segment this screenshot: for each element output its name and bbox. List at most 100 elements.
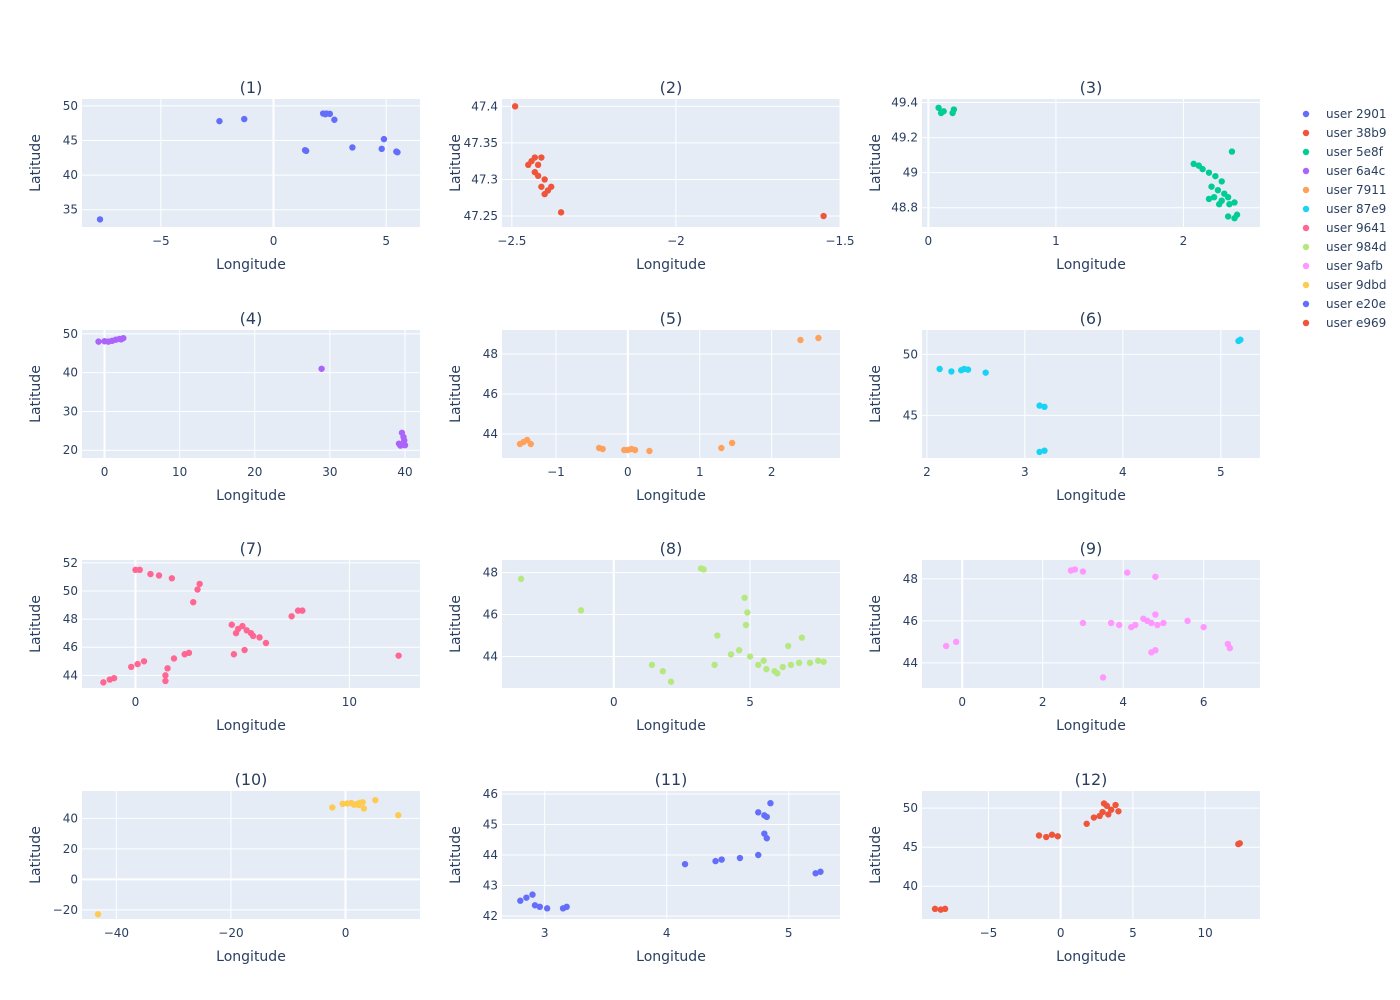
data-point	[797, 336, 804, 344]
data-point	[936, 365, 943, 373]
x-tick-label: 0	[624, 465, 632, 479]
data-point	[1226, 201, 1233, 208]
data-point	[964, 366, 972, 373]
data-point	[372, 796, 379, 804]
x-tick-label: 1	[696, 465, 704, 479]
data-point	[1215, 201, 1223, 208]
legend-marker	[1302, 243, 1310, 251]
data-point	[563, 903, 570, 911]
legend-item[interactable]: user 9dbd	[1302, 278, 1387, 292]
legend-item[interactable]: user 87e9	[1302, 202, 1386, 216]
data-point	[931, 905, 939, 913]
data-point	[937, 109, 945, 117]
data-point	[170, 655, 178, 662]
y-tick-label: 49.4	[891, 96, 918, 110]
legend-item[interactable]: user e969	[1302, 316, 1386, 330]
y-tick-label: 45	[63, 134, 78, 148]
y-tick-label: 44	[483, 427, 498, 441]
y-axis-label: Latitude	[868, 826, 884, 884]
data-point	[631, 446, 639, 454]
data-point	[681, 860, 689, 868]
legend-marker	[1302, 205, 1310, 213]
data-point	[128, 663, 135, 671]
y-tick-label: 47.4	[471, 99, 498, 113]
data-point	[817, 868, 824, 875]
y-tick-label: 35	[63, 203, 78, 217]
data-point	[527, 440, 534, 448]
legend-item[interactable]: user 6a4c	[1302, 164, 1385, 178]
data-point	[541, 176, 548, 183]
legend-label: user 6a4c	[1326, 164, 1385, 178]
x-axis-label: Longitude	[216, 949, 286, 965]
data-point	[241, 115, 248, 123]
y-tick-label: 48	[483, 566, 498, 580]
data-point	[1228, 148, 1236, 155]
legend-item[interactable]: user 2901	[1302, 107, 1387, 121]
data-point	[820, 658, 827, 665]
data-point	[1152, 647, 1159, 654]
subplot-8: 0 5 44 46 48 (8) Longitude Latitude	[448, 539, 840, 734]
legend-item[interactable]: user 984d	[1302, 240, 1387, 254]
data-point	[538, 154, 545, 161]
data-point	[744, 609, 751, 616]
data-point	[1107, 619, 1115, 627]
data-point	[648, 661, 656, 669]
data-point	[711, 661, 718, 669]
data-point	[378, 145, 385, 153]
x-axis-label: Longitude	[636, 488, 706, 504]
legend-label: user 9afb	[1326, 259, 1383, 273]
data-point	[1054, 833, 1061, 840]
x-axis-label: Longitude	[216, 718, 286, 734]
data-point	[395, 812, 402, 819]
legend-item[interactable]: user 9641	[1302, 221, 1387, 235]
data-point	[349, 144, 356, 151]
y-tick-label: 48	[903, 572, 918, 586]
data-point	[538, 183, 545, 190]
data-point	[1036, 448, 1043, 456]
data-point	[941, 905, 949, 913]
legend-item[interactable]: user 9afb	[1302, 259, 1383, 273]
x-axis-label: Longitude	[216, 257, 286, 273]
y-tick-label: 42	[483, 909, 498, 923]
legend-item[interactable]: user 5e8f	[1302, 145, 1384, 159]
data-point	[531, 154, 539, 161]
data-point	[548, 183, 555, 190]
data-point	[185, 649, 193, 657]
y-axis-label: Latitude	[28, 134, 44, 192]
data-point	[755, 851, 762, 859]
y-tick-label: 48	[63, 612, 78, 626]
data-point	[331, 116, 338, 123]
data-point	[774, 670, 781, 677]
x-tick-label: 40	[397, 465, 412, 479]
legend-marker	[1302, 281, 1310, 289]
data-point	[1090, 814, 1098, 821]
x-tick-label: −1.5	[825, 234, 854, 248]
legend-item[interactable]: user 38b9	[1302, 126, 1387, 140]
data-point	[1212, 172, 1219, 180]
data-point	[134, 660, 141, 668]
y-axis-label: Latitude	[448, 826, 464, 884]
data-point	[1205, 195, 1213, 203]
data-point	[1233, 211, 1241, 218]
data-point	[1154, 621, 1161, 629]
subplot-title: (7)	[240, 539, 263, 558]
data-point	[397, 442, 404, 449]
data-point	[194, 586, 201, 593]
y-tick-label: 44	[903, 656, 918, 670]
x-tick-label: 0	[610, 695, 618, 709]
data-point	[812, 870, 819, 877]
legend-item[interactable]: user e20e	[1302, 297, 1386, 311]
y-axis-label: Latitude	[448, 365, 464, 423]
y-tick-label: 44	[483, 650, 498, 664]
data-point	[785, 642, 792, 650]
plot-background	[922, 330, 1260, 458]
x-tick-label: 0	[958, 695, 966, 709]
x-tick-label: 4	[1119, 465, 1127, 479]
y-tick-label: 30	[63, 404, 78, 418]
legend-item[interactable]: user 7911	[1302, 183, 1387, 197]
x-tick-label: 4	[1119, 695, 1127, 709]
subplot-3: 0 1 2 48.8 49 49.2 49.4 (3) Longitude Latitude	[868, 78, 1260, 273]
x-tick-label: −40	[104, 926, 129, 940]
x-tick-label: −5	[152, 234, 170, 248]
data-point	[318, 365, 325, 372]
